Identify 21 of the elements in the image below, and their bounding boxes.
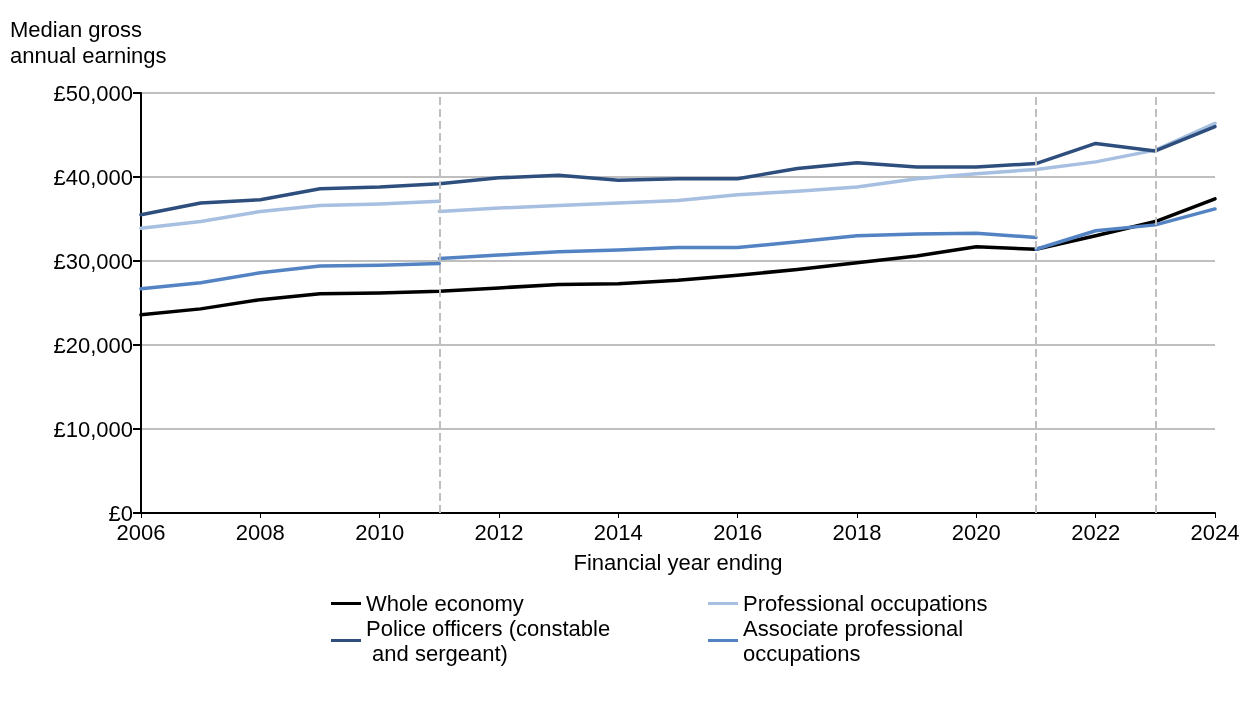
y-tick-label: £10,000 bbox=[53, 416, 133, 442]
y-axis-title: Median gross annual earnings bbox=[10, 16, 167, 68]
x-tick-label: 2014 bbox=[593, 519, 643, 545]
x-tick-label: 2022 bbox=[1071, 519, 1121, 545]
y-tick-label: £20,000 bbox=[53, 332, 133, 358]
x-tick-label: 2010 bbox=[355, 519, 405, 545]
legend-label: Whole economy bbox=[366, 591, 524, 616]
x-tick-label: 2016 bbox=[713, 519, 763, 545]
x-tick-label: 2018 bbox=[832, 519, 882, 545]
y-tick-label: £50,000 bbox=[53, 80, 133, 106]
x-tick-label: 2012 bbox=[474, 519, 524, 545]
x-tick-label: 2024 bbox=[1190, 519, 1240, 545]
x-axis-title: Financial year ending bbox=[573, 549, 783, 575]
y-tick-label: £40,000 bbox=[53, 164, 133, 190]
legend-label: Associate professional occupations bbox=[743, 615, 970, 666]
y-tick-label: £30,000 bbox=[53, 248, 133, 274]
y-tick-label: £0 bbox=[108, 500, 133, 526]
x-tick-label: 2008 bbox=[235, 519, 285, 545]
legend-label: Police officers (constable and sergeant) bbox=[366, 615, 611, 666]
legend-label: Professional occupations bbox=[743, 591, 988, 616]
x-tick-label: 2020 bbox=[951, 519, 1001, 545]
